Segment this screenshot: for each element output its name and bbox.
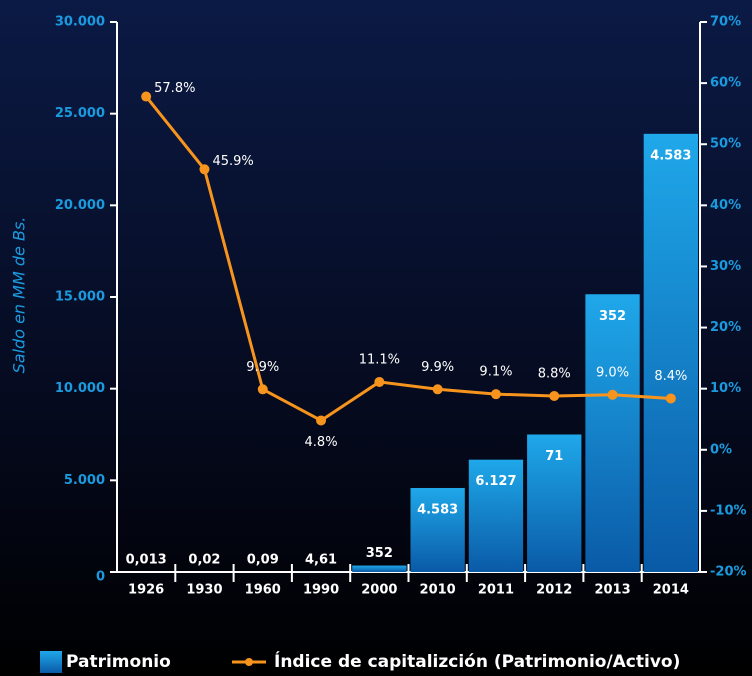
line-point	[199, 164, 210, 175]
bar-annotation: 4.583	[650, 148, 691, 163]
y-tick-label: 0	[96, 570, 105, 585]
bar	[527, 434, 582, 572]
y2-tick-label: -10%	[710, 503, 747, 518]
bar-annotation: 71	[545, 449, 563, 464]
bar-annotation: 352	[599, 309, 626, 324]
y-tick-label: 30.000	[55, 15, 105, 30]
line	[144, 95, 671, 422]
y2-tick-label: -20%	[710, 565, 747, 580]
legend-label: Patrimonio	[66, 652, 171, 672]
bar-annotation: 352	[366, 546, 393, 561]
line-value-label: 9.9%	[246, 360, 279, 375]
line-value-label: 9.9%	[421, 360, 454, 375]
x-tick-label: 1926	[128, 583, 164, 598]
line-point	[432, 384, 443, 395]
bar	[643, 133, 698, 573]
x-tick-label: 2011	[478, 583, 514, 598]
y2-tick-label: 20%	[710, 320, 741, 335]
x-tick-label: 2013	[594, 583, 630, 598]
y2-tick-label: 30%	[710, 259, 741, 274]
line-value-label: 11.1%	[359, 352, 400, 367]
x-tick-label: 2010	[420, 583, 456, 598]
bar	[352, 565, 407, 572]
line-point	[141, 91, 152, 102]
line-point	[607, 389, 618, 400]
y2-tick-label: 60%	[710, 76, 741, 91]
bar	[410, 487, 465, 572]
bar	[468, 459, 524, 572]
y-tick-label: 20.000	[55, 198, 105, 213]
line-value-label: 9.1%	[479, 365, 512, 380]
line-value-label: 4.8%	[305, 435, 338, 450]
y-tick-label: 15.000	[55, 290, 105, 305]
y2-tick-label: 50%	[710, 137, 741, 152]
bar	[585, 294, 640, 572]
line-value-label: 8.4%	[654, 369, 687, 384]
legend-swatch	[40, 651, 62, 673]
bar-annotation: 4.583	[417, 502, 458, 517]
y2-tick-label: 10%	[710, 381, 741, 396]
line-point	[374, 376, 385, 387]
line-point	[257, 384, 268, 395]
x-tick-label: 2014	[653, 583, 689, 598]
line-point	[665, 393, 676, 404]
bar-annotation: 0,09	[247, 552, 279, 567]
x-tick-label: 1930	[186, 583, 222, 598]
line-value-label: 8.8%	[538, 367, 571, 382]
bar-annotation: 0,013	[126, 552, 167, 567]
y-axis-label: Saldo en MM de Bs.	[10, 217, 29, 374]
bar-annotation: 0,02	[188, 552, 220, 567]
line-point	[316, 415, 327, 426]
legend-marker	[245, 658, 253, 666]
y2-tick-label: 70%	[710, 15, 741, 30]
x-tick-label: 1960	[245, 583, 281, 598]
bar-annotation: 6.127	[475, 474, 516, 489]
bar-annotation: 4,61	[305, 552, 337, 567]
y2-tick-label: 0%	[710, 442, 732, 457]
x-tick-label: 2000	[361, 583, 397, 598]
y-tick-label: 25.000	[55, 106, 105, 121]
legend-label: Índice de capitalizción (Patrimonio/Acti…	[274, 650, 680, 672]
y-tick-label: 5.000	[64, 473, 105, 488]
line-point	[490, 389, 501, 400]
line-point	[549, 391, 560, 401]
line-value-label: 9.0%	[596, 365, 629, 380]
x-tick-label: 2012	[536, 583, 572, 598]
line-value-label: 45.9%	[212, 154, 253, 169]
x-tick-label: 1990	[303, 583, 339, 598]
y-tick-label: 10.000	[55, 381, 105, 396]
y2-tick-label: 40%	[710, 198, 741, 213]
line-value-label: 57.8%	[154, 81, 195, 96]
